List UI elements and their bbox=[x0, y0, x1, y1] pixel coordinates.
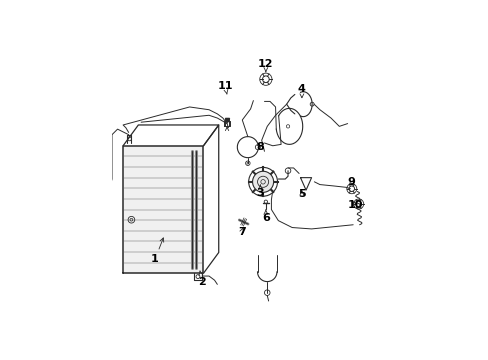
Text: 9: 9 bbox=[347, 177, 355, 187]
Text: 1: 1 bbox=[151, 238, 163, 264]
Text: 11: 11 bbox=[217, 81, 232, 94]
Text: 4: 4 bbox=[297, 84, 305, 98]
Text: 6: 6 bbox=[262, 210, 269, 223]
Circle shape bbox=[252, 171, 273, 192]
Text: 12: 12 bbox=[258, 59, 273, 72]
Text: 2: 2 bbox=[198, 271, 205, 287]
Text: 10: 10 bbox=[347, 201, 362, 210]
Text: 8: 8 bbox=[256, 142, 264, 152]
Polygon shape bbox=[123, 146, 203, 273]
Text: 5: 5 bbox=[298, 189, 305, 199]
Text: 7: 7 bbox=[237, 227, 245, 237]
Text: 3: 3 bbox=[256, 185, 264, 198]
